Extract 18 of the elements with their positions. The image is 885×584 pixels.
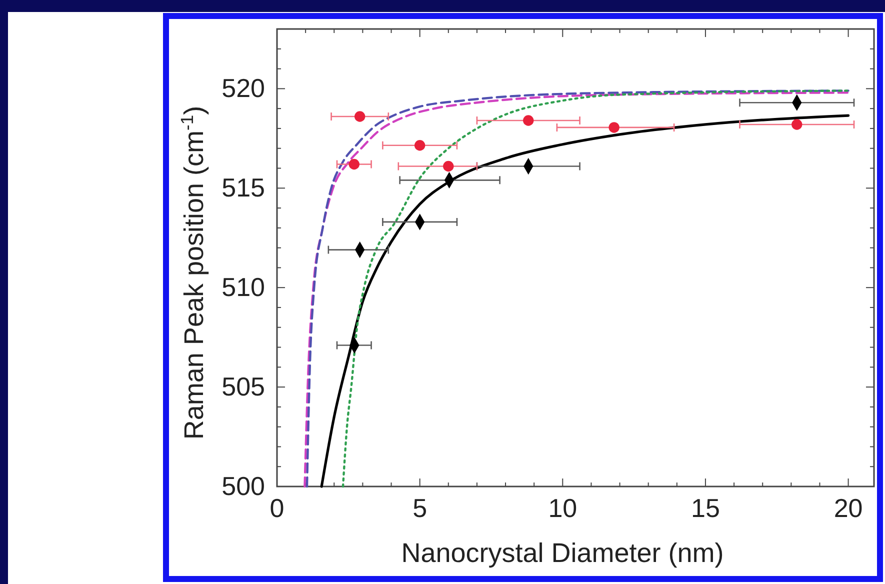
point xyxy=(348,158,360,170)
point xyxy=(414,140,426,151)
y-tick-label: 520 xyxy=(222,72,265,103)
x-tick-label: 10 xyxy=(548,492,578,523)
y-tick-label: 505 xyxy=(222,371,265,402)
point xyxy=(443,160,454,172)
point xyxy=(608,122,620,133)
y-tick-label: 515 xyxy=(222,172,265,202)
point xyxy=(523,115,534,126)
point xyxy=(354,111,366,122)
x-tick-label: 5 xyxy=(412,492,428,523)
y-tick-label: 500 xyxy=(222,470,265,501)
point xyxy=(792,119,802,130)
x-tick-label: 20 xyxy=(834,492,863,523)
x-axis-title: Nanocrystal Diameter (nm) xyxy=(401,538,724,568)
y-tick-label: 510 xyxy=(222,272,265,302)
x-tick-label: 0 xyxy=(270,492,284,523)
x-tick-label: 15 xyxy=(691,492,720,523)
